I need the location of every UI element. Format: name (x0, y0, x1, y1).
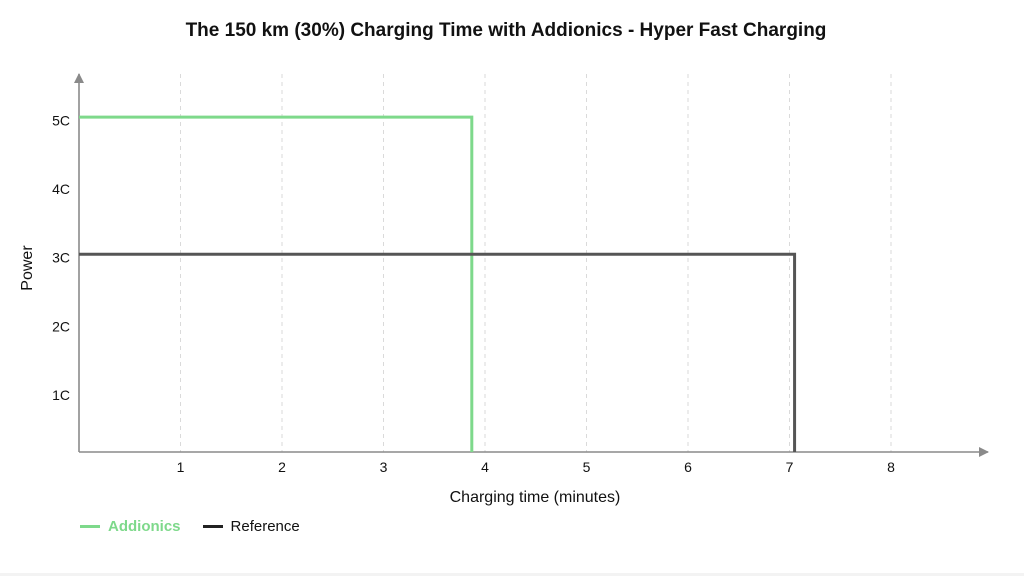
y-tick-label: 4C (52, 181, 70, 197)
axes (74, 73, 989, 457)
x-tick-label: 5 (583, 459, 591, 475)
legend-swatch (80, 525, 100, 528)
x-tick-label: 6 (684, 459, 692, 475)
chart-title: The 150 km (30%) Charging Time with Addi… (185, 20, 827, 41)
y-tick-label: 1C (52, 387, 70, 403)
y-axis-title: Power (19, 245, 36, 291)
series-lines (79, 115, 797, 452)
x-tick-label: 8 (887, 459, 895, 475)
legend-label: Addionics (108, 518, 181, 535)
x-tick-label: 7 (786, 459, 794, 475)
x-tick-label: 4 (481, 459, 489, 475)
y-tick-label: 2C (52, 318, 70, 334)
legend-label: Reference (230, 518, 300, 535)
x-tick-label: 2 (278, 459, 286, 475)
series-line-reference (79, 252, 797, 452)
x-tick-label: 1 (177, 459, 185, 475)
y-tick-label: 5C (52, 113, 70, 129)
x-tick-label: 3 (380, 459, 388, 475)
legend-item-addionics: Addionics (80, 518, 181, 535)
tick-labels: 1 2 3 4 5 6 7 8 1C 2C 3C 4C 5C (52, 113, 895, 476)
grid-lines (180, 74, 892, 452)
x-axis-title: Charging time (minutes) (450, 489, 621, 506)
bottom-band (0, 573, 1024, 576)
legend: Addionics Reference (80, 518, 322, 535)
legend-item-reference: Reference (202, 518, 300, 535)
y-tick-label: 3C (52, 250, 70, 266)
legend-swatch (202, 525, 223, 528)
series-line-addionics (79, 115, 474, 452)
